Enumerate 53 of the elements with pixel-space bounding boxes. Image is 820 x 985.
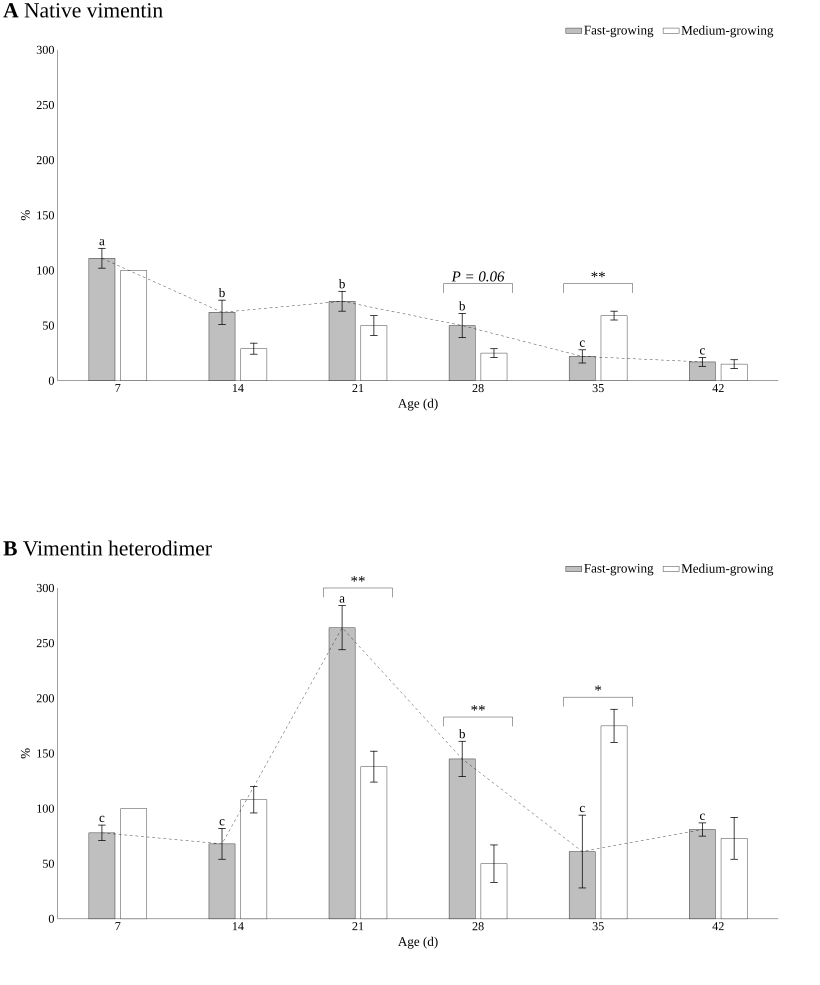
y-tick-label: 0: [48, 376, 54, 385]
y-tick-label: 100: [37, 804, 54, 813]
x-tick-label: 14: [232, 922, 244, 930]
chart-title: A Native vimentin: [3, 3, 163, 18]
x-tick-label: 35: [592, 384, 604, 392]
legend-label: Fast-growing: [584, 26, 654, 38]
x-tick-label: 28: [472, 922, 484, 930]
y-tick-label: 100: [37, 266, 54, 274]
x-tick-label: 35: [592, 922, 604, 930]
y-tick-label: 50: [42, 860, 54, 868]
data-label: c: [700, 348, 705, 355]
x-tick-label: 7: [116, 922, 120, 930]
data-label: c: [220, 819, 224, 826]
annotation: **: [471, 705, 485, 711]
legend-label: Fast-growing: [584, 564, 654, 576]
y-tick-label: 300: [36, 46, 54, 54]
y-axis-title: %: [20, 748, 30, 758]
data-label: b: [218, 288, 225, 298]
y-tick-label: 250: [36, 100, 54, 110]
x-tick-label: 7: [116, 384, 120, 392]
x-axis-title: Age (d): [398, 936, 438, 949]
x-tick-label: 42: [712, 922, 724, 930]
data-label: c: [580, 806, 585, 812]
y-tick-label: 200: [36, 156, 54, 164]
y-tick-label: 150: [37, 749, 54, 758]
legend-label: Medium-growing: [681, 25, 774, 38]
y-tick-label: 300: [36, 584, 54, 592]
data-label: b: [458, 301, 465, 310]
data-label: a: [340, 596, 345, 603]
y-tick-label: 0: [48, 914, 54, 923]
data-label: b: [338, 279, 345, 288]
annotation: P = 0.06: [452, 271, 504, 282]
data-label: c: [99, 816, 104, 822]
legend-label: Medium-growing: [681, 564, 774, 576]
text: **: [351, 576, 365, 582]
x-axis-title: Age (d): [398, 398, 438, 410]
x-tick-label: 28: [472, 384, 484, 392]
y-tick-label: 150: [37, 211, 54, 220]
y-tick-label: 50: [42, 321, 54, 330]
data-label: b: [458, 729, 465, 738]
annotation: **: [591, 272, 605, 278]
y-tick-label: 200: [36, 694, 54, 702]
y-axis-title: %: [20, 210, 30, 220]
annotation: *: [595, 685, 602, 691]
data-label: c: [700, 814, 705, 820]
data-label: a: [99, 239, 105, 246]
x-tick-label: 21: [352, 384, 364, 392]
x-tick-label: 14: [232, 384, 244, 392]
x-tick-label: 42: [712, 384, 724, 392]
data-label: c: [580, 340, 585, 347]
chart-title: B Vimentin heterodimer: [3, 540, 212, 556]
x-tick-label: 21: [352, 922, 364, 930]
y-tick-label: 250: [36, 639, 54, 648]
